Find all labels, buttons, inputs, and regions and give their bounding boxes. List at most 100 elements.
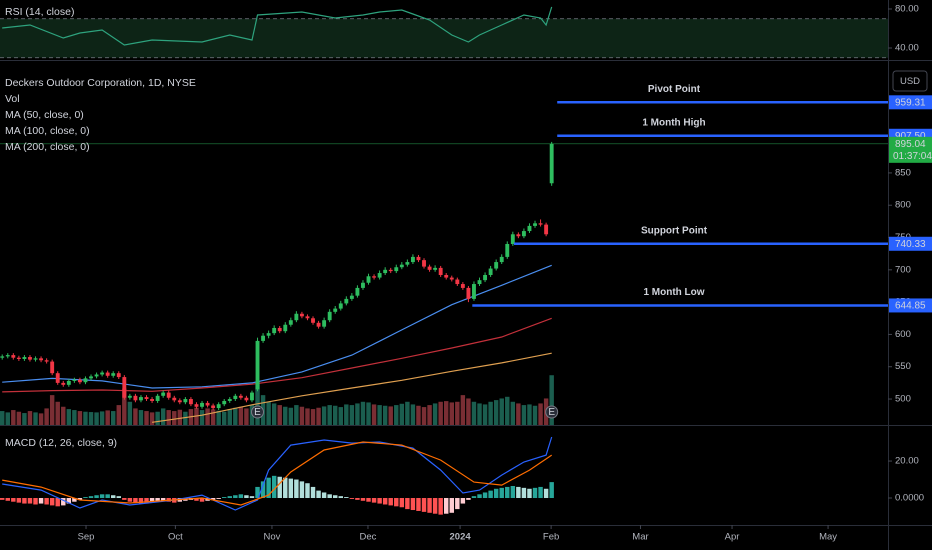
candle-body — [322, 320, 327, 327]
volume-bar — [505, 396, 510, 425]
candle-body — [50, 361, 55, 374]
macd-histogram-bar — [482, 492, 488, 499]
macd-histogram-bar — [216, 498, 221, 499]
volume-bar — [316, 407, 321, 425]
candle-body — [399, 264, 404, 268]
candle-body — [299, 313, 304, 317]
macd-histogram-bar — [499, 487, 504, 499]
macd-histogram-bar — [466, 498, 471, 500]
candle-body — [122, 377, 127, 398]
candle-body — [216, 404, 221, 409]
level-value: 959.31 — [895, 97, 926, 108]
level-tag — [889, 95, 932, 110]
level-label: Pivot Point — [648, 84, 701, 95]
volume-bar — [238, 406, 244, 425]
volume-bar — [321, 406, 327, 425]
volume-bar — [432, 403, 438, 425]
candle-body — [33, 358, 38, 360]
candle-body — [72, 379, 77, 381]
moving-average — [152, 352, 552, 423]
macd-histogram-bar — [505, 486, 510, 499]
candle-body — [549, 143, 554, 184]
volume-bar — [460, 395, 466, 425]
level-value: 740.33 — [895, 239, 926, 250]
volume-bar — [33, 412, 38, 425]
macd-histogram-bar — [77, 498, 83, 500]
macd-histogram-bar — [210, 498, 216, 500]
volume-bar — [310, 409, 316, 425]
macd-histogram-bar — [105, 494, 110, 499]
candle-body — [5, 355, 10, 357]
moving-average — [2, 317, 552, 393]
volume-bar — [177, 409, 183, 425]
macd-histogram-bar — [283, 477, 288, 499]
macd-histogram-bar — [344, 497, 349, 499]
bar-countdown: 01:37:04 — [893, 151, 932, 162]
volume-bar — [160, 408, 166, 425]
volume-bar — [388, 406, 393, 425]
candle-body — [383, 269, 388, 274]
volume-bar — [183, 411, 188, 425]
volume-bar — [444, 401, 449, 425]
macd-histogram-bar — [488, 490, 493, 499]
candle-body — [77, 379, 82, 383]
candle-body — [460, 284, 465, 288]
macd-histogram-bar — [432, 498, 438, 514]
candle-body — [139, 397, 143, 401]
x-tick-label: Oct — [168, 532, 183, 543]
macd-histogram-bar — [88, 496, 94, 499]
volume-bar — [216, 410, 221, 425]
macd-histogram-bar — [271, 475, 277, 499]
volume-bar — [155, 411, 160, 425]
candle-body — [22, 357, 27, 359]
macd-histogram-bar — [266, 477, 271, 499]
volume-bar — [527, 404, 532, 425]
macd-histogram-bar — [521, 487, 527, 499]
macd-histogram-bar — [94, 495, 99, 499]
x-tick-label: Dec — [360, 532, 377, 543]
macd-histogram-bar — [0, 498, 5, 500]
macd-histogram-bar — [438, 498, 443, 515]
candle-body — [405, 262, 410, 265]
volume-bar — [227, 409, 232, 425]
macd-histogram-bar — [144, 498, 149, 504]
candle-body — [266, 333, 271, 336]
y-tick-label: 80.00 — [895, 3, 919, 14]
candle-body — [11, 355, 16, 358]
x-tick-label: Mar — [632, 532, 648, 543]
macd-histogram-bar — [255, 486, 260, 499]
volume-bar — [410, 404, 416, 425]
macd-histogram-bar — [249, 496, 255, 499]
candle-body — [349, 295, 354, 299]
candle-body — [150, 399, 155, 401]
earnings-marker — [545, 405, 559, 419]
candle-body — [144, 397, 149, 400]
candle-body — [505, 243, 510, 257]
candle-body — [255, 340, 260, 390]
macd-histogram-bar — [38, 498, 44, 504]
volume-bar — [11, 410, 16, 425]
volume-bar — [271, 403, 277, 425]
macd-histogram-bar — [199, 498, 205, 502]
macd-histogram-bar — [111, 495, 116, 499]
volume-bar — [338, 407, 343, 425]
macd-histogram-bar — [72, 498, 77, 502]
currency[interactable]: USD — [900, 76, 920, 87]
macd-histogram-bar — [371, 498, 377, 503]
volume-bar — [394, 405, 399, 425]
y-tick-label: 600 — [895, 329, 911, 340]
last-price-tag — [889, 136, 932, 163]
candle-body — [472, 284, 476, 299]
volume-bar — [493, 400, 499, 425]
candle-body — [116, 373, 121, 378]
candle-body — [200, 402, 204, 407]
macd-title: MACD (12, 26, close, 9) — [5, 437, 117, 449]
candle-body — [361, 282, 365, 288]
candle-body — [89, 376, 93, 379]
candle-body — [438, 267, 443, 275]
macd-histogram-bar — [460, 498, 466, 504]
currency-button[interactable] — [892, 70, 928, 92]
candle-body — [188, 399, 193, 405]
volume-bar — [166, 410, 171, 425]
